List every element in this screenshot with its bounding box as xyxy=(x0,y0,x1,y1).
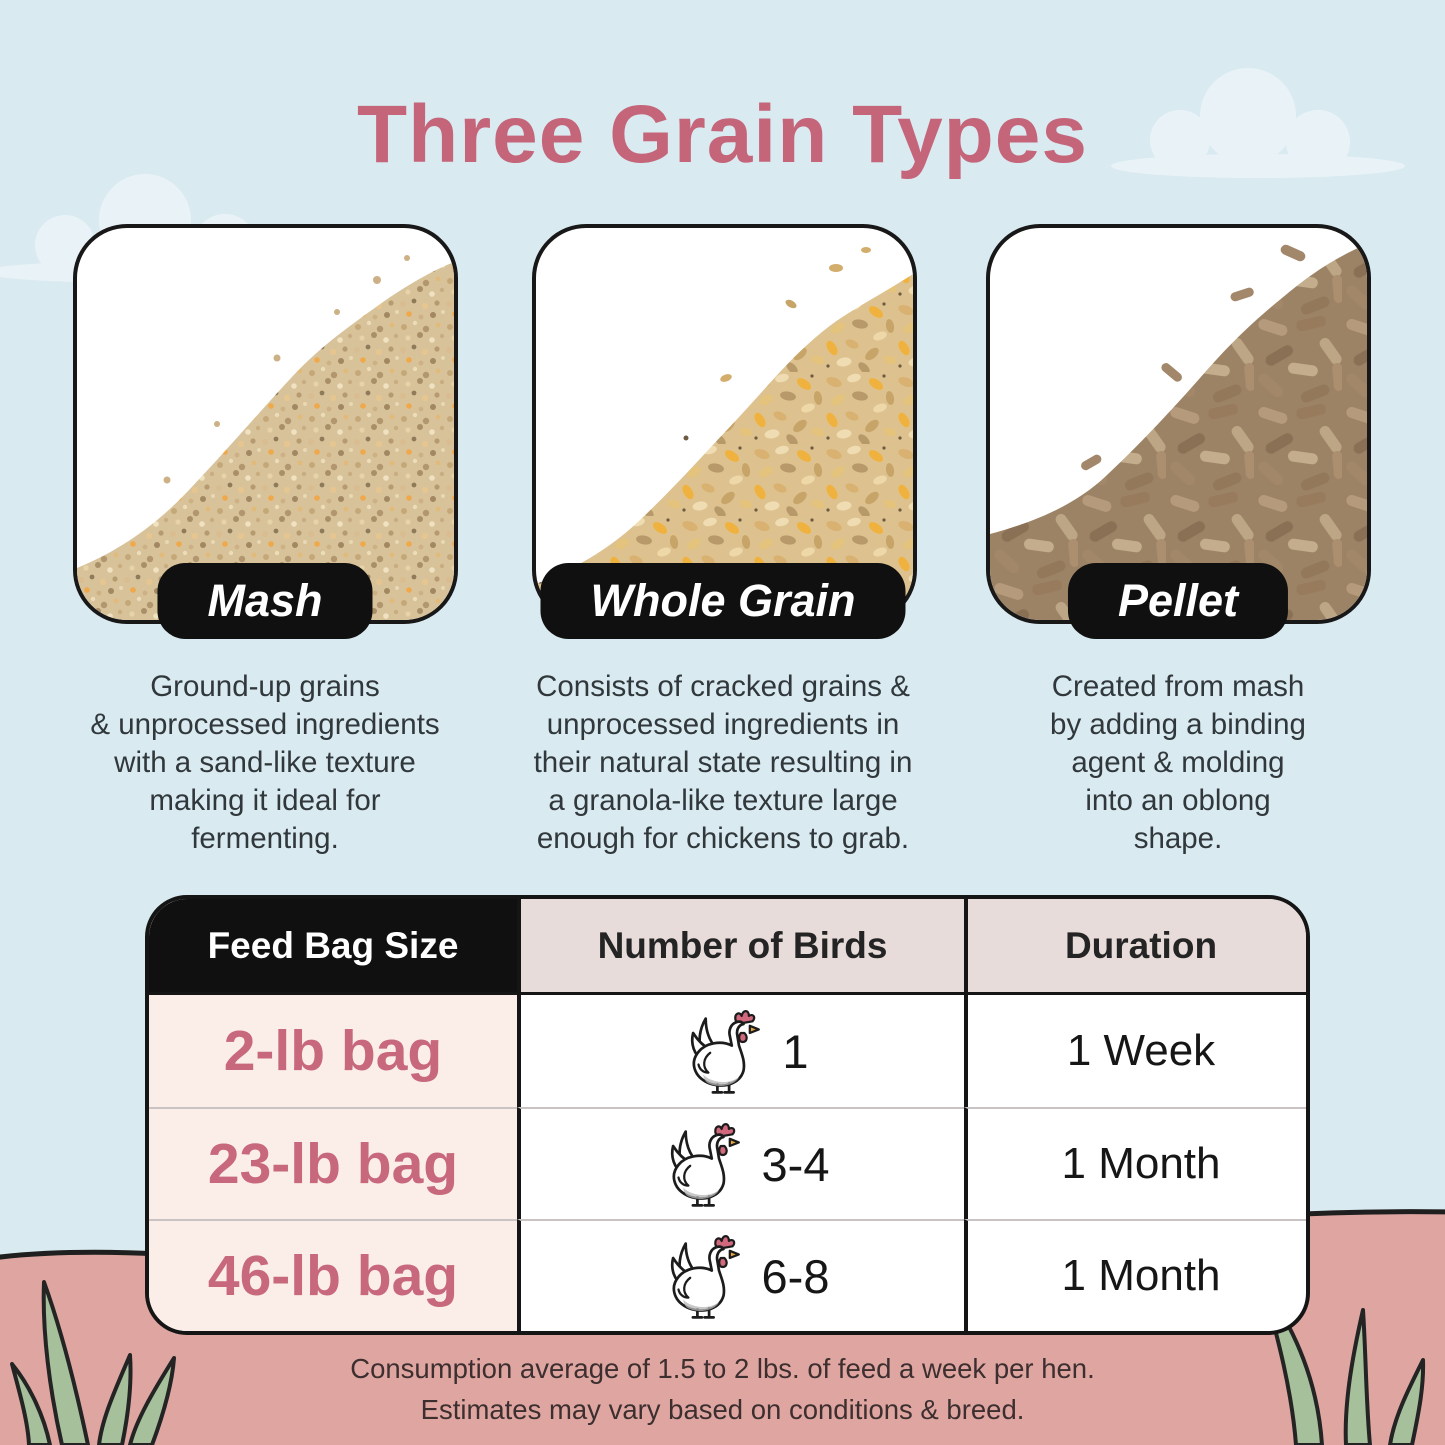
grain-card-pellet xyxy=(986,224,1371,624)
grain-description-pellet: Created from mash by adding a binding ag… xyxy=(1050,670,1306,855)
bird-count: 1 xyxy=(782,1024,809,1078)
column-header-number-of-birds: Number of Birds xyxy=(517,899,964,995)
grass-left xyxy=(10,1280,176,1445)
hen-icon xyxy=(656,1231,746,1321)
duration-cell: 1 Week xyxy=(964,995,1306,1107)
footnote-line-1: Consumption average of 1.5 to 2 lbs. of … xyxy=(350,1353,1095,1384)
mash-image xyxy=(77,255,454,620)
feed-table: Feed Bag Size Number of Birds Duration 2… xyxy=(145,895,1310,1335)
pellet-image xyxy=(990,244,1367,620)
footnote: Consumption average of 1.5 to 2 lbs. of … xyxy=(0,1348,1445,1430)
grain-card-whole-grain xyxy=(532,224,917,624)
bird-count-cell: 1 xyxy=(517,995,964,1107)
footnote-line-2: Estimates may vary based on conditions &… xyxy=(420,1394,1025,1425)
bird-count-cell: 3-4 xyxy=(517,1107,964,1219)
grain-description-mash: Ground-up grains & unprocessed ingredien… xyxy=(90,670,440,855)
bag-size-cell: 23-lb bag xyxy=(149,1107,517,1219)
grain-label-pellet: Pellet xyxy=(1067,563,1289,639)
grain-description-whole-grain: Consists of cracked grains & unprocessed… xyxy=(533,670,913,855)
column-header-duration: Duration xyxy=(964,899,1306,995)
hen-icon xyxy=(656,1119,746,1209)
duration-cell: 1 Month xyxy=(964,1107,1306,1219)
duration-cell: 1 Month xyxy=(964,1219,1306,1331)
hen-icon xyxy=(676,1006,766,1096)
whole-grain-image xyxy=(536,247,913,620)
bag-size-cell: 46-lb bag xyxy=(149,1219,517,1331)
column-header-feed-bag-size: Feed Bag Size xyxy=(149,899,517,995)
bird-count-cell: 6-8 xyxy=(517,1219,964,1331)
cloud-right xyxy=(1111,68,1405,178)
grain-label-whole-grain: Whole Grain xyxy=(540,563,906,639)
grain-label-mash: Mash xyxy=(157,563,373,639)
bag-size-cell: 2-lb bag xyxy=(149,995,517,1107)
page-title: Three Grain Types xyxy=(357,89,1088,180)
bird-count: 3-4 xyxy=(761,1137,830,1191)
grain-card-mash xyxy=(73,224,458,624)
bird-count: 6-8 xyxy=(761,1249,830,1303)
